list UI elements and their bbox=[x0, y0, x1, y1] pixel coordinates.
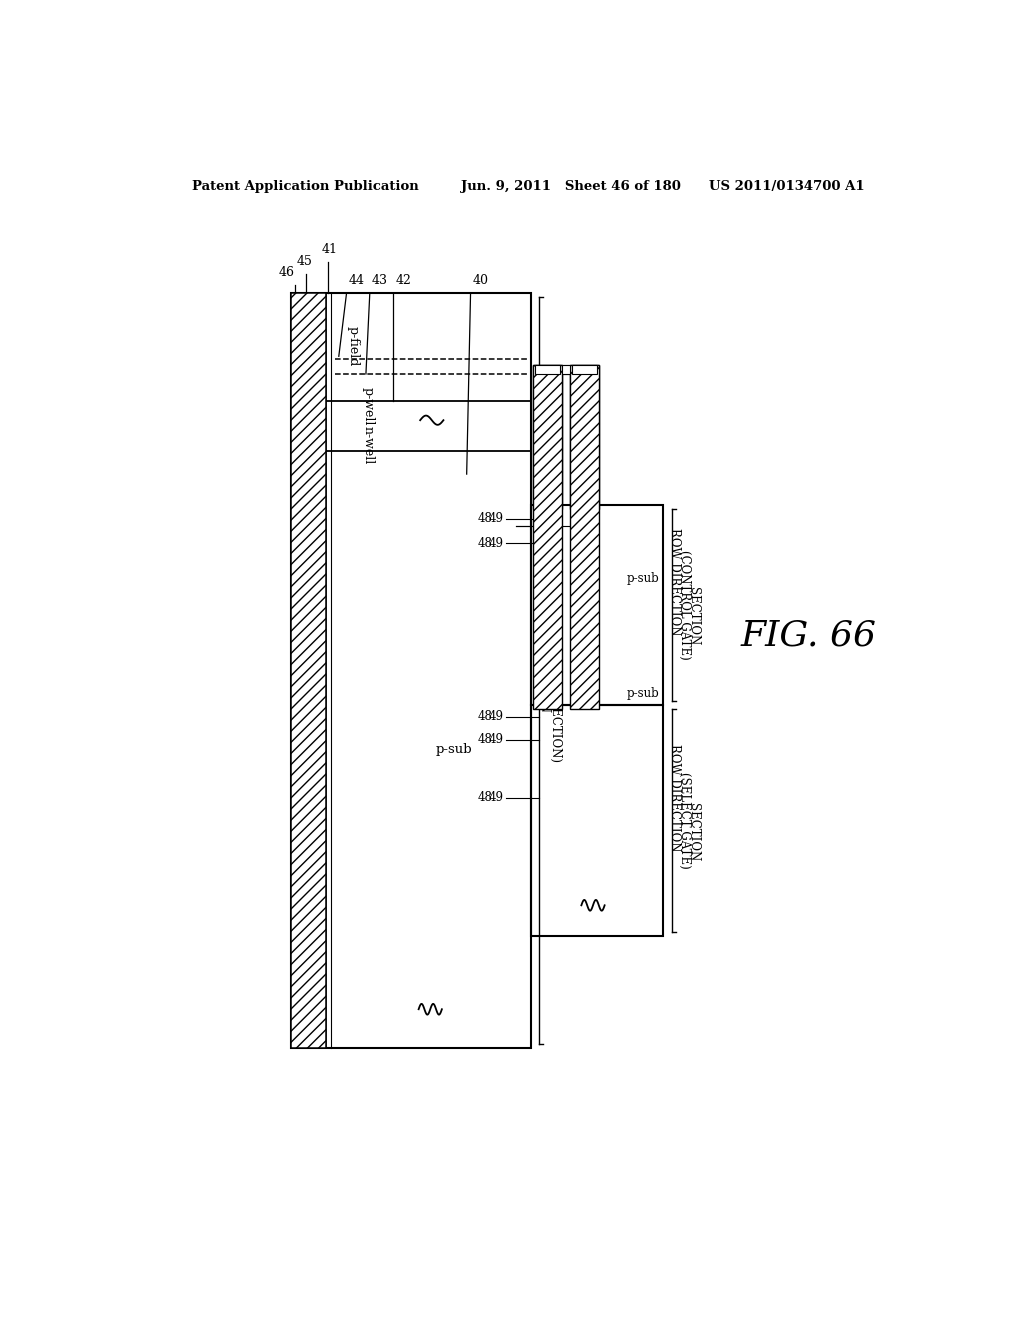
Text: SECTION: SECTION bbox=[687, 803, 700, 861]
Text: COLUMN DIRECTION: COLUMN DIRECTION bbox=[539, 568, 552, 711]
Text: p-field: p-field bbox=[346, 326, 359, 366]
Bar bbox=[572, 364, 597, 374]
Text: 43: 43 bbox=[372, 275, 388, 286]
Text: 49: 49 bbox=[488, 537, 504, 550]
Text: 48: 48 bbox=[477, 512, 493, 525]
Bar bbox=[531, 506, 663, 705]
Text: 48: 48 bbox=[477, 733, 493, 746]
Text: 48: 48 bbox=[477, 537, 493, 550]
Text: 49: 49 bbox=[488, 512, 504, 525]
Text: (NAND CELL UNIT SECTION): (NAND CELL UNIT SECTION) bbox=[549, 579, 562, 762]
Text: 41: 41 bbox=[322, 243, 338, 256]
Bar bbox=[535, 364, 560, 374]
Text: 45: 45 bbox=[297, 255, 312, 268]
Text: 42: 42 bbox=[395, 275, 412, 286]
Text: ROW DIRECTION: ROW DIRECTION bbox=[668, 528, 681, 636]
Text: 44: 44 bbox=[349, 275, 365, 286]
Text: US 2011/0134700 A1: US 2011/0134700 A1 bbox=[709, 181, 864, 194]
Text: 49: 49 bbox=[488, 733, 504, 746]
Text: ROW DIRECTION: ROW DIRECTION bbox=[668, 743, 681, 851]
Bar bbox=[535, 364, 560, 374]
Text: 48: 48 bbox=[477, 791, 493, 804]
Text: FIG. 66: FIG. 66 bbox=[740, 619, 877, 653]
Text: Jun. 9, 2011   Sheet 46 of 180: Jun. 9, 2011 Sheet 46 of 180 bbox=[461, 181, 681, 194]
Bar bbox=[572, 364, 597, 374]
Bar bbox=[569, 364, 599, 508]
Text: (SELECT GATE): (SELECT GATE) bbox=[678, 772, 691, 869]
Text: 49: 49 bbox=[488, 791, 504, 804]
Bar bbox=[562, 364, 569, 374]
Text: Patent Application Publication: Patent Application Publication bbox=[191, 181, 418, 194]
Text: 49: 49 bbox=[488, 710, 504, 723]
Text: p-sub: p-sub bbox=[627, 572, 659, 585]
Text: SECTION: SECTION bbox=[687, 587, 700, 645]
Bar bbox=[291, 293, 531, 1048]
Text: p-well: p-well bbox=[361, 388, 375, 426]
Bar bbox=[531, 705, 663, 936]
Text: 40: 40 bbox=[473, 275, 488, 286]
Bar bbox=[291, 293, 326, 1048]
Bar bbox=[569, 364, 599, 709]
Text: p-sub: p-sub bbox=[627, 686, 659, 700]
Text: 48: 48 bbox=[477, 710, 493, 723]
Text: (CONTROL GATE): (CONTROL GATE) bbox=[678, 550, 691, 660]
Text: p-sub: p-sub bbox=[436, 743, 473, 756]
Bar bbox=[532, 364, 562, 508]
Text: 46: 46 bbox=[279, 267, 295, 280]
Bar bbox=[562, 364, 569, 374]
Bar bbox=[532, 364, 562, 709]
Text: n-well: n-well bbox=[361, 426, 375, 465]
